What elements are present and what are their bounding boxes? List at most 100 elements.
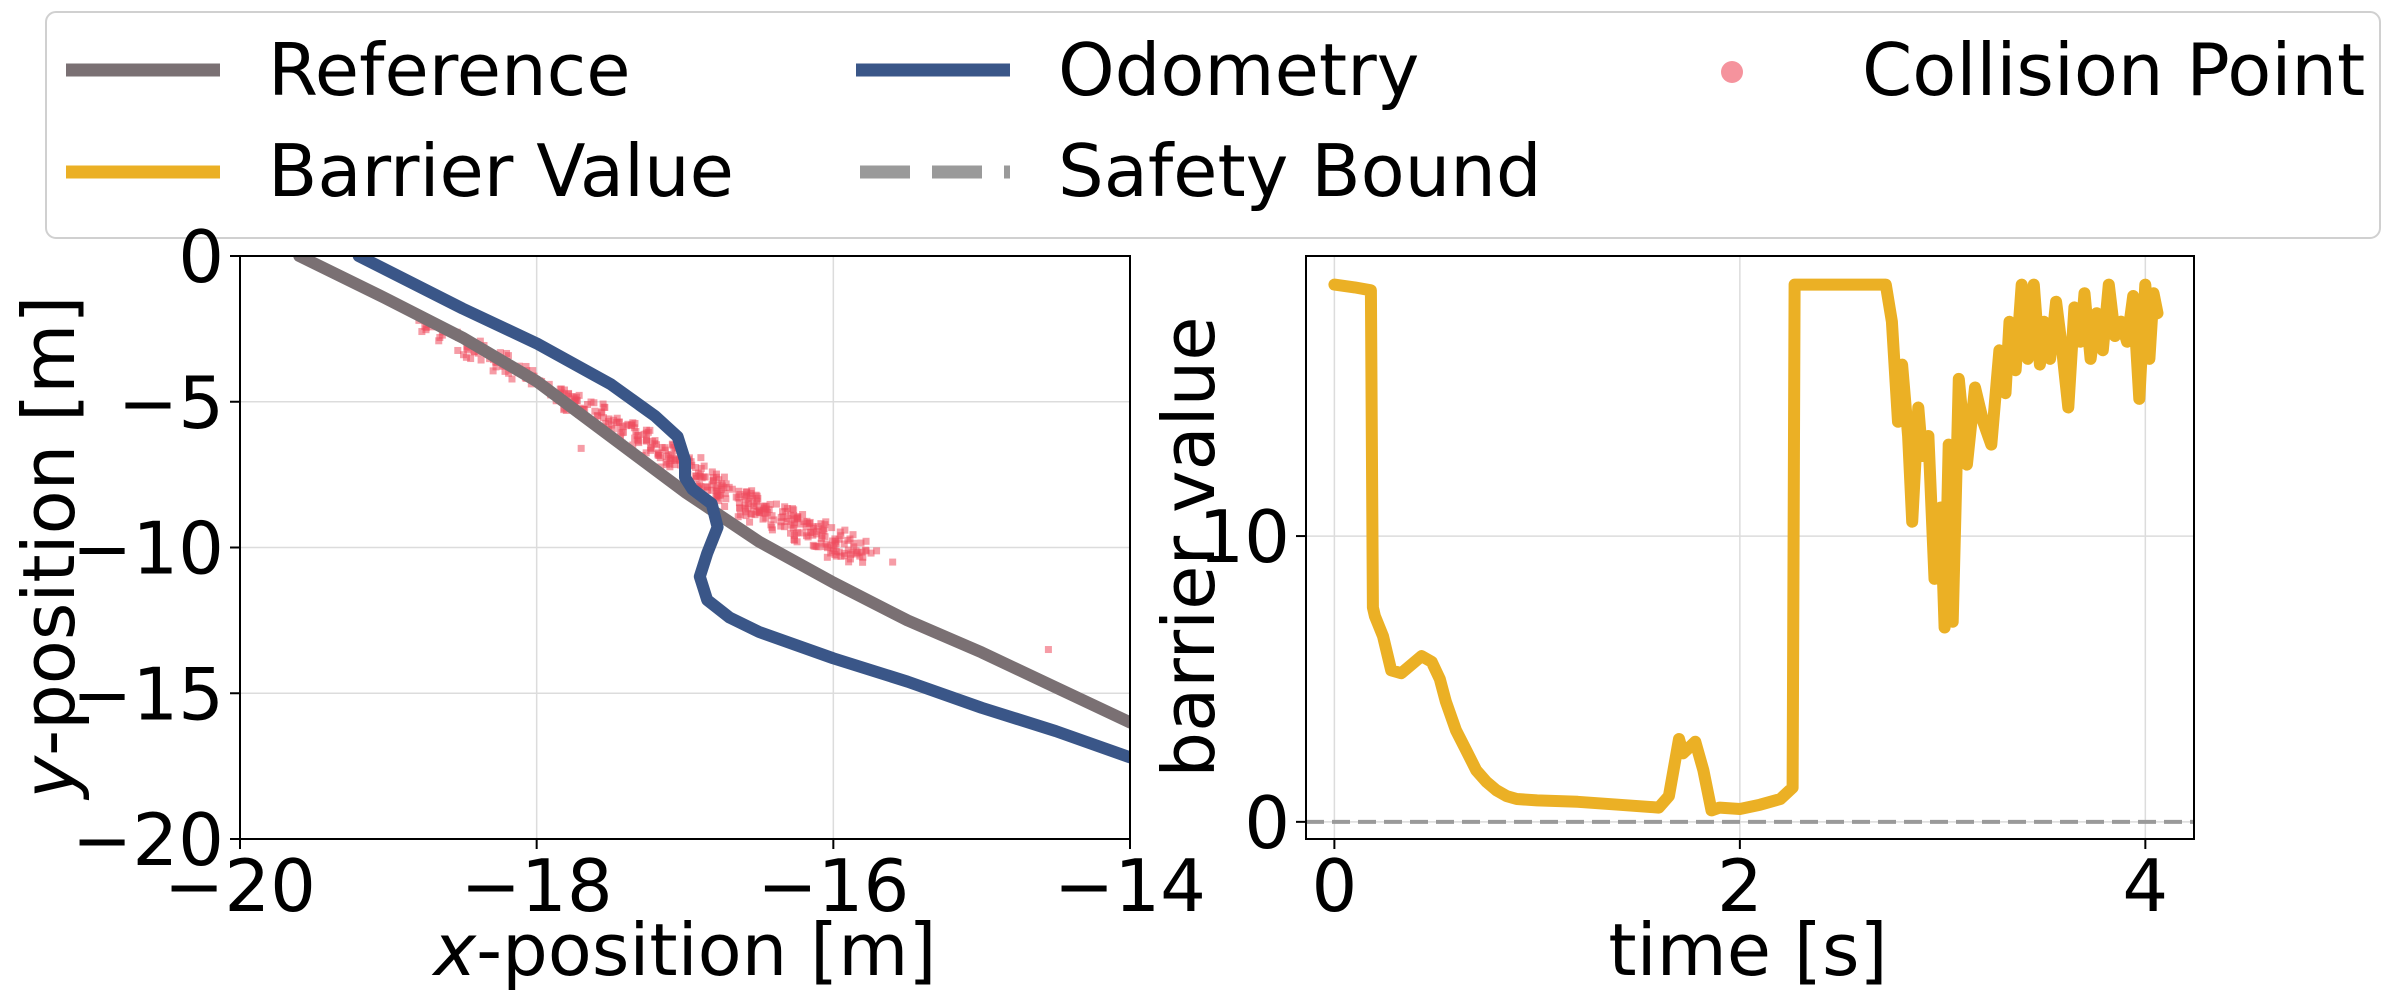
y-axis-label-right: barrier value [1147,316,1231,777]
collision-point [847,551,855,559]
collision-point [850,539,858,547]
barrier-ticks: 0 2 4 0 10 [1198,495,2168,928]
collision-point [736,504,744,512]
collision-point [859,558,867,566]
collision-point [454,346,462,354]
collision-point [697,454,705,462]
collision-point [828,524,836,532]
collision-point [781,503,789,511]
collision-point [840,552,848,560]
collision-point [557,385,565,393]
collision-point [697,464,705,472]
legend-label-safety: Safety Bound [1058,129,1542,213]
trajectory-ytick-label: −15 [72,652,224,736]
collision-point [613,414,621,422]
collision-point [462,353,470,361]
collision-point [720,473,728,481]
collision-point [862,547,870,555]
collision-point [741,504,749,512]
collision-point [496,349,504,357]
collision-point [849,531,857,539]
collision-point [790,531,798,539]
trajectory-ytick-label: −10 [72,507,224,591]
collision-point [721,489,729,497]
collision-point [858,548,866,556]
collision-points [415,316,1052,654]
collision-point [854,549,862,557]
collision-point [768,512,776,520]
collision-point [687,458,695,466]
collision-point [422,324,430,332]
collision-point [818,526,826,534]
collision-point [651,437,659,445]
collision-point [837,532,845,540]
trajectory-ytick-label: −20 [72,798,224,882]
collision-point [629,441,637,449]
legend-label-collision: Collision Point [1862,28,2365,112]
collision-point [796,520,804,528]
collision-point [747,489,755,497]
trajectory-ytick-label: −5 [118,361,224,445]
barrier-ytick-label: 10 [1198,495,1290,579]
collision-point [844,546,852,554]
collision-point [1044,646,1052,654]
legend-label-barrier: Barrier Value [268,129,734,213]
collision-point [767,521,775,529]
collision-point [770,516,778,524]
collision-point [667,451,675,459]
collision-point [715,497,723,505]
collision-point [809,531,817,539]
collision-point [741,508,749,516]
collision-point [708,486,716,494]
collision-point [753,492,761,500]
collision-point [615,418,623,426]
collision-point [642,449,650,457]
collision-point [618,429,626,437]
collision-point [477,356,485,364]
collision-point [709,477,717,485]
collision-point [712,470,720,478]
collision-point [616,425,624,433]
trajectory-xtick-label: −20 [164,844,316,928]
collision-point [505,369,513,377]
barrier-ytick-label: 0 [1244,781,1290,865]
collision-point [672,447,680,455]
barrier-plot: 0 2 4 0 10 time [s] barrier value [1147,255,2195,992]
collision-point [779,508,787,516]
collision-point [661,446,669,454]
collision-point [742,512,750,520]
collision-point [463,344,471,352]
collision-point [835,535,843,543]
collision-point [734,494,742,502]
collision-point [504,352,512,360]
collision-point [722,480,730,488]
collision-point [501,367,509,375]
collision-point [722,495,730,503]
collision-point [608,421,616,429]
collision-point [435,337,443,345]
collision-point [841,526,849,534]
collision-point [624,420,632,428]
collision-point [734,513,742,521]
collision-point [772,500,780,508]
collision-point [787,511,795,519]
collision-point [756,509,764,517]
collision-point [821,521,829,529]
x-axis-label-left: x-position [m] [432,908,937,992]
collision-point [591,407,599,415]
trajectory-xtick-label: −16 [757,844,909,928]
collision-point [418,328,426,336]
collision-point [575,391,583,399]
collision-point [836,528,844,536]
collision-point [817,539,825,547]
collision-point [823,553,831,561]
collision-point [666,463,674,471]
collision-point [653,441,661,449]
legend-label-odometry: Odometry [1058,28,1419,112]
trajectory-plot: −20 −18 −16 −140−5−10−15−20 x-position [m] … [7,215,1206,992]
x-axis-label-right: time [s] [1608,908,1887,992]
collision-point [671,455,679,463]
collision-point [628,421,636,429]
collision-point [813,530,821,538]
collision-point [827,549,835,557]
